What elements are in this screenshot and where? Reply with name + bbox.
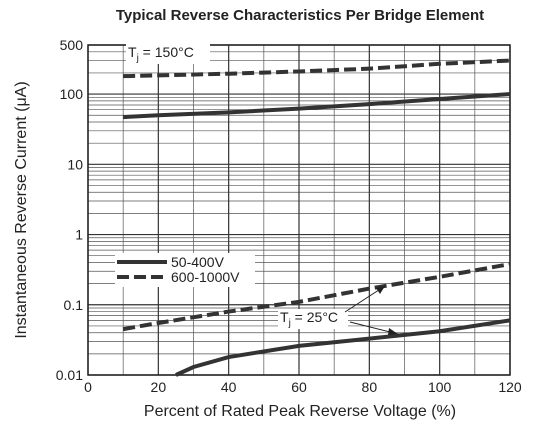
x-tick-label: 80 [362,379,378,395]
x-tick-label: 100 [428,379,452,395]
y-tick-label: 0.01 [56,367,83,383]
y-axis-label: Instantaneous Reverse Current (μA) [13,81,30,338]
series-line [123,58,511,79]
series-line [122,262,511,332]
legend-box [115,253,255,287]
x-tick-label: 0 [84,379,92,395]
annotation: Tj = 150°C [128,44,194,64]
plot-frame [87,44,511,376]
x-tick-label: 40 [221,379,237,395]
y-tick-label: 100 [60,86,84,102]
y-tick-label: 10 [67,156,83,172]
arrow-head [388,328,398,335]
annotation-box [278,309,348,329]
y-tick-label: 1 [75,227,83,243]
legend-label: 600-1000V [171,269,240,285]
annotation-sub: j [288,318,291,329]
x-axis-label: Percent of Rated Peak Reverse Voltage (%… [144,403,456,420]
y-tick-label: 0.1 [64,297,84,313]
legend-label: 50-400V [171,254,225,270]
x-tick-label: 120 [498,379,522,395]
arrow-head [376,286,385,294]
chart-title: Typical Reverse Characteristics Per Brid… [116,7,484,24]
annotation: Tj = 25°C [280,309,338,329]
annotation-sub: j [136,53,139,64]
annotation-text: T [128,44,137,60]
x-tick-label: 60 [291,379,307,395]
y-tick-label: 500 [60,37,84,53]
annotation-text: T [280,309,289,325]
x-tick-label: 20 [151,379,167,395]
annotation-rest: = 150°C [139,44,194,60]
annotation-rest: = 25°C [291,309,338,325]
series-line [175,318,511,377]
annotation-box [126,44,210,64]
series-line [123,92,511,120]
